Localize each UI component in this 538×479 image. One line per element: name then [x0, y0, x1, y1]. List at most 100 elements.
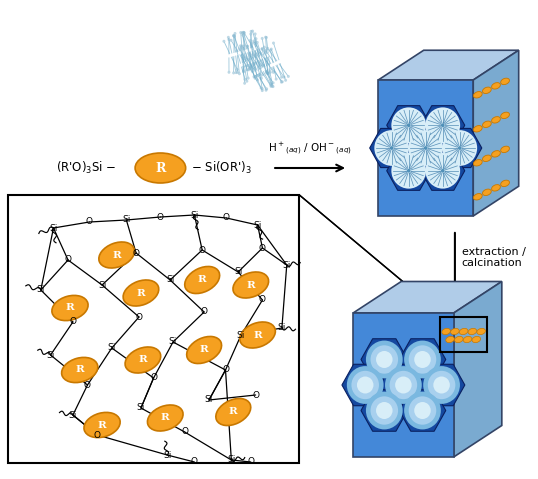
Circle shape [428, 371, 455, 399]
Text: Si: Si [190, 210, 199, 219]
Ellipse shape [256, 79, 259, 81]
Ellipse shape [247, 57, 250, 61]
Ellipse shape [243, 82, 246, 85]
Ellipse shape [222, 40, 225, 43]
Ellipse shape [272, 71, 275, 74]
Ellipse shape [501, 78, 509, 85]
Ellipse shape [233, 34, 236, 37]
Ellipse shape [238, 72, 241, 75]
Text: R: R [66, 304, 74, 312]
Ellipse shape [270, 83, 272, 87]
Ellipse shape [284, 79, 287, 82]
Ellipse shape [282, 76, 286, 79]
Text: Si: Si [227, 456, 236, 465]
Ellipse shape [187, 336, 222, 364]
Circle shape [441, 169, 444, 172]
Ellipse shape [246, 45, 249, 48]
Text: Si: Si [234, 267, 242, 276]
Text: Si: Si [98, 281, 106, 289]
Polygon shape [399, 339, 446, 380]
Ellipse shape [501, 180, 509, 187]
Ellipse shape [243, 57, 245, 59]
Text: O: O [150, 374, 157, 383]
Circle shape [414, 402, 431, 419]
Ellipse shape [473, 125, 482, 132]
Circle shape [390, 146, 393, 150]
Text: O: O [86, 217, 93, 227]
Ellipse shape [270, 85, 272, 88]
Text: O: O [132, 249, 139, 258]
Text: R: R [200, 345, 209, 354]
Ellipse shape [442, 329, 450, 335]
Ellipse shape [266, 72, 270, 75]
Ellipse shape [267, 72, 270, 75]
Circle shape [404, 341, 441, 378]
Text: extraction /
calcination: extraction / calcination [462, 247, 526, 268]
Text: Si: Si [278, 323, 286, 332]
Polygon shape [473, 50, 519, 216]
Ellipse shape [244, 78, 246, 81]
Ellipse shape [99, 242, 134, 268]
Ellipse shape [232, 71, 235, 74]
Text: R: R [98, 421, 107, 430]
Ellipse shape [266, 47, 269, 50]
Ellipse shape [265, 36, 268, 39]
Text: O: O [259, 243, 266, 252]
Ellipse shape [228, 71, 230, 74]
Ellipse shape [253, 67, 256, 70]
Ellipse shape [264, 36, 267, 39]
Ellipse shape [269, 49, 272, 52]
Ellipse shape [269, 71, 272, 74]
Polygon shape [387, 151, 431, 190]
Ellipse shape [446, 336, 454, 342]
Text: O: O [181, 427, 188, 436]
Text: O: O [94, 431, 101, 440]
Ellipse shape [251, 30, 254, 33]
Ellipse shape [252, 40, 255, 43]
Ellipse shape [241, 31, 244, 34]
Ellipse shape [473, 160, 482, 166]
Ellipse shape [236, 49, 238, 52]
Text: (R'O)$_3$Si $-$: (R'O)$_3$Si $-$ [56, 160, 117, 176]
Ellipse shape [244, 56, 247, 58]
Ellipse shape [254, 75, 257, 78]
Ellipse shape [235, 71, 238, 74]
Ellipse shape [123, 280, 159, 306]
Text: Si: Si [37, 285, 45, 295]
Text: Si: Si [169, 338, 177, 346]
Ellipse shape [246, 45, 249, 48]
Ellipse shape [265, 87, 268, 91]
Ellipse shape [265, 71, 268, 74]
Ellipse shape [253, 54, 256, 57]
Ellipse shape [264, 49, 267, 52]
Ellipse shape [256, 41, 259, 44]
Text: R: R [75, 365, 84, 375]
Ellipse shape [245, 80, 249, 83]
Ellipse shape [216, 399, 251, 425]
Circle shape [423, 366, 460, 404]
Polygon shape [387, 106, 431, 145]
Ellipse shape [240, 45, 243, 48]
Circle shape [395, 376, 412, 394]
Ellipse shape [249, 67, 251, 70]
Ellipse shape [236, 71, 239, 74]
Ellipse shape [242, 70, 245, 73]
Text: Si: Si [137, 403, 145, 412]
Ellipse shape [265, 89, 267, 91]
Polygon shape [370, 128, 414, 168]
Ellipse shape [242, 69, 245, 72]
Circle shape [391, 153, 426, 189]
Ellipse shape [233, 272, 268, 298]
Text: O: O [223, 214, 230, 223]
Ellipse shape [473, 194, 482, 200]
Ellipse shape [241, 34, 244, 36]
Text: R: R [161, 413, 169, 422]
Ellipse shape [263, 46, 266, 49]
Text: H$^+$$_{(aq)}$ / OH$^-$$_{(aq)}$: H$^+$$_{(aq)}$ / OH$^-$$_{(aq)}$ [268, 140, 352, 157]
Circle shape [414, 351, 431, 368]
Bar [8, 195, 299, 463]
Ellipse shape [261, 73, 264, 76]
Circle shape [376, 351, 393, 368]
Ellipse shape [492, 82, 500, 89]
Ellipse shape [232, 34, 235, 37]
